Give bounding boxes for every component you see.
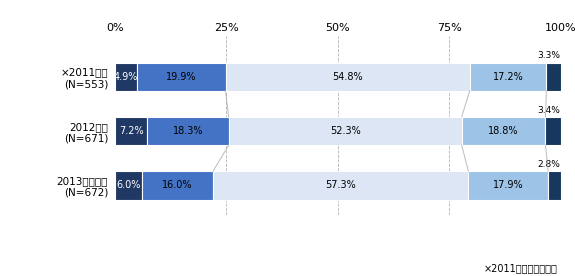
Bar (229, 117, 462, 145)
Bar (213, 171, 469, 200)
Text: 17.9%: 17.9% (493, 181, 524, 190)
Text: 16.0%: 16.0% (162, 181, 193, 190)
Bar (225, 63, 470, 91)
Bar (115, 117, 147, 145)
Bar (115, 171, 141, 200)
Bar (147, 117, 229, 145)
Bar (115, 63, 137, 91)
Bar (137, 63, 225, 91)
Text: 18.8%: 18.8% (488, 126, 519, 136)
Bar (546, 63, 561, 91)
Text: ×2011年度の調査より: ×2011年度の調査より (484, 263, 558, 273)
Text: 4.9%: 4.9% (114, 72, 138, 82)
Text: 7.2%: 7.2% (118, 126, 143, 136)
Text: 54.8%: 54.8% (332, 72, 363, 82)
Bar (546, 117, 561, 145)
Text: 2.8%: 2.8% (538, 160, 561, 169)
Text: 3.4%: 3.4% (538, 106, 561, 115)
Text: 18.3%: 18.3% (172, 126, 203, 136)
Text: 6.0%: 6.0% (116, 181, 140, 190)
Bar (470, 63, 546, 91)
Text: 19.9%: 19.9% (166, 72, 197, 82)
Text: 3.3%: 3.3% (538, 51, 561, 60)
Bar (469, 171, 548, 200)
Bar (462, 117, 546, 145)
Text: 57.3%: 57.3% (325, 181, 356, 190)
Text: 17.2%: 17.2% (493, 72, 523, 82)
Bar (548, 171, 561, 200)
Text: 52.3%: 52.3% (330, 126, 361, 136)
Bar (141, 171, 213, 200)
